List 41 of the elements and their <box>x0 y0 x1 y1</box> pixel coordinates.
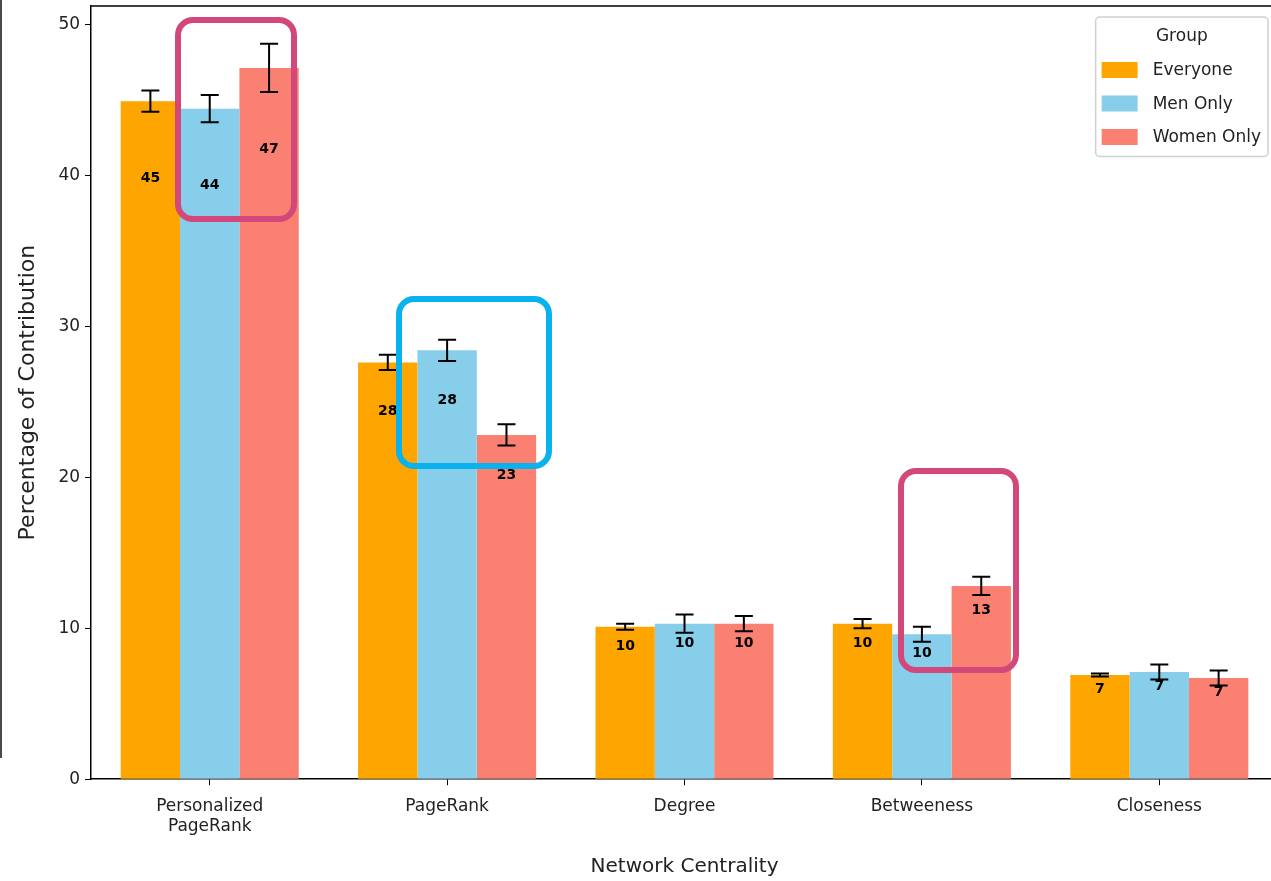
bar <box>714 623 774 779</box>
bar <box>120 101 181 779</box>
data-label: 28 <box>437 391 457 408</box>
x-tick-label: Betweeness <box>870 794 974 815</box>
bar <box>595 626 655 779</box>
y-tick-label: 30 <box>58 314 81 335</box>
x-tick-label: Degree <box>653 794 716 815</box>
data-label: 10 <box>674 634 695 651</box>
y-tick-label: 50 <box>58 12 81 33</box>
data-label: 10 <box>734 634 754 651</box>
y-axis-title: Percentage of Contribution <box>13 244 39 541</box>
legend-title: Group <box>1155 25 1208 46</box>
legend-label: Women Only <box>1152 126 1262 147</box>
data-label: 10 <box>912 643 932 660</box>
data-label: 44 <box>199 176 220 193</box>
bar <box>654 623 715 779</box>
x-tick-label: Closeness <box>1116 794 1203 815</box>
x-axis-title: Network Centrality <box>590 853 779 878</box>
bar <box>358 362 418 779</box>
x-tick-label: Personalized PageRank <box>156 794 264 836</box>
data-label: 7 <box>1154 677 1165 694</box>
data-label: 10 <box>852 634 873 651</box>
y-tick-label: 40 <box>58 163 81 184</box>
data-label: 10 <box>615 637 636 654</box>
y-tick-label: 10 <box>58 616 81 637</box>
bar <box>1188 678 1249 779</box>
x-tick-label: PageRank <box>405 794 490 815</box>
legend-label: Men Only <box>1152 92 1233 113</box>
y-tick-label: 20 <box>58 465 81 486</box>
y-tick-label: 0 <box>69 767 81 788</box>
data-label: 23 <box>496 466 517 483</box>
bar <box>1070 675 1130 779</box>
data-label: 13 <box>971 600 991 617</box>
data-label: 7 <box>1213 682 1224 699</box>
data-label: 45 <box>140 169 161 186</box>
bar <box>832 623 893 779</box>
data-label: 28 <box>378 401 398 418</box>
data-label: 7 <box>1095 680 1105 697</box>
data-label: 47 <box>259 139 279 156</box>
bar <box>1129 671 1189 779</box>
legend-label: Everyone <box>1152 59 1233 80</box>
